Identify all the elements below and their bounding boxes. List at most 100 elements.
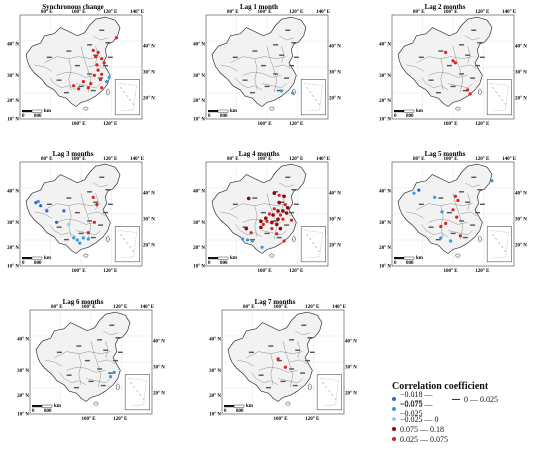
province-label-mark (66, 50, 72, 52)
province-label-mark (285, 176, 291, 178)
province-boundary (465, 182, 480, 188)
axis-label-left: 20° N (7, 246, 19, 251)
province-boundary (235, 224, 248, 235)
axis-label-right: 20° N (143, 97, 155, 102)
axis-label-right: 30° N (329, 71, 341, 76)
station-dot (271, 213, 275, 217)
inset-dashed-line (118, 230, 137, 259)
province-label-mark (249, 91, 255, 94)
panel-title: Lag 5 months (425, 150, 466, 158)
province-label-mark (46, 203, 52, 205)
inset-box (316, 374, 342, 411)
station-dot (105, 80, 109, 84)
axis-label-top: 80° E (413, 10, 425, 15)
inset-box (300, 79, 326, 116)
province-label-mark (293, 56, 299, 58)
inset-island-mark (126, 242, 129, 244)
inset-dashed-line (118, 83, 137, 112)
inset-box (114, 226, 140, 263)
station-dot (439, 236, 443, 240)
province-label-mark (74, 211, 80, 214)
axis-label-top: 80° E (227, 10, 239, 15)
axis-label-bottom: 120° E (103, 122, 118, 127)
legend-row: −0.025 — 0 (392, 414, 548, 424)
station-dot (91, 195, 95, 199)
axis-label-bottom: 120° E (305, 417, 320, 422)
province-label-mark (462, 89, 468, 92)
axis-label-bottom: 120° E (475, 269, 490, 274)
inset-island-mark (492, 87, 495, 89)
legend-dot-icon (392, 417, 396, 421)
axis-label-left: 30° N (17, 369, 29, 374)
province-label-mark (108, 372, 114, 374)
province-label-mark (450, 85, 456, 88)
station-dot (77, 87, 81, 91)
province-label-mark (462, 236, 468, 239)
axis-label-left: 40° N (193, 190, 205, 195)
province-label-mark (99, 176, 105, 178)
station-dot (86, 86, 90, 90)
axis-label-top: 120° E (289, 157, 304, 162)
axis-label-top: 100° E (82, 305, 97, 310)
axis-label-left: 10° N (17, 413, 29, 418)
legend-label: −0.025 — 0 (400, 414, 439, 424)
legend-title: Correlation coefficient (392, 381, 489, 392)
province-label-mark (258, 374, 264, 376)
province-label-mark (260, 211, 266, 214)
province-label-mark (115, 337, 121, 339)
inset-island-mark (501, 246, 504, 248)
station-dot (433, 195, 437, 199)
axis-label-left: 30° N (193, 221, 205, 226)
scalebar-end: 800 (44, 409, 52, 414)
map-svg: 80° E 100° E 120° E 140° E 100° E 120° E 40° N… (193, 150, 341, 274)
axis-label-right: 30° N (143, 71, 155, 76)
island (269, 106, 275, 111)
axis-label-bottom: 100° E (72, 122, 87, 127)
axis-label-left: 30° N (193, 74, 205, 79)
axis-label-top: 120° E (113, 305, 128, 310)
province-label-mark (288, 64, 294, 67)
station-dot (260, 245, 264, 249)
province-label-mark (66, 197, 72, 199)
province-boundary (421, 77, 434, 88)
province-boundary (460, 64, 478, 70)
legend-item: −0.018 — −0.075 (392, 390, 452, 408)
legend-label: −0.018 — −0.075 (400, 390, 433, 408)
province-label-mark (109, 324, 115, 326)
legend-dot-icon (392, 427, 396, 431)
axis-label-left: 10° N (379, 118, 391, 123)
station-dot (272, 191, 277, 195)
inset-island-mark (495, 238, 498, 240)
province-label-mark (46, 56, 52, 58)
province-label-mark (477, 189, 483, 191)
axis-label-right: 30° N (329, 218, 341, 223)
station-dot (95, 203, 99, 207)
axis-label-top: 140° E (130, 157, 145, 162)
province-label-mark (100, 384, 106, 387)
province-label-mark (470, 77, 476, 79)
island (292, 235, 296, 243)
legend-dash-icon (452, 398, 460, 400)
axis-label-top: 80° E (227, 157, 239, 162)
station-dot (277, 200, 281, 205)
axis-label-left: 20° N (193, 99, 205, 104)
station-dot (449, 239, 453, 243)
axis-label-left: 10° N (193, 265, 205, 270)
province-label-mark (284, 224, 290, 226)
province-boundary (44, 56, 79, 63)
scalebar-end: 800 (406, 114, 414, 119)
axis-label-top: 100° E (444, 157, 459, 162)
station-dot (275, 222, 279, 227)
province-label-mark (107, 203, 113, 205)
province-boundary (282, 341, 294, 388)
station-dot (265, 219, 269, 223)
scalebar-white (41, 404, 53, 408)
province-label-mark (97, 368, 103, 370)
inset-island-mark (504, 250, 507, 252)
island (83, 253, 89, 258)
station-dot (412, 191, 416, 195)
axis-label-bottom: 100° E (258, 122, 273, 127)
station-dot (267, 212, 271, 216)
axis-label-right: 30° N (153, 366, 165, 371)
scalebar-black (224, 405, 234, 408)
